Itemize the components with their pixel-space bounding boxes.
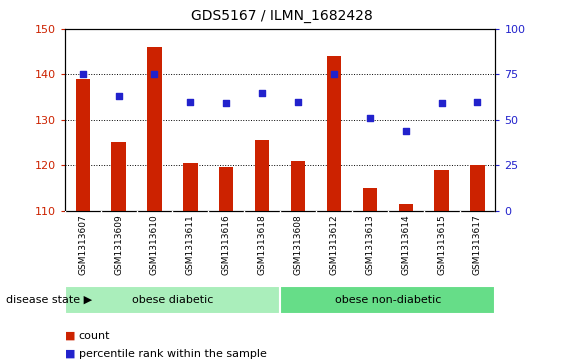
Point [365,115,374,121]
Bar [75,79,90,211]
Text: GSM1313608: GSM1313608 [293,214,302,275]
Text: obese diabetic: obese diabetic [132,295,213,305]
Bar [470,165,485,211]
Text: GSM1313612: GSM1313612 [329,214,338,275]
Bar [65,286,280,314]
Point [437,101,446,106]
Text: percentile rank within the sample: percentile rank within the sample [79,349,267,359]
Text: obese non-diabetic: obese non-diabetic [334,295,441,305]
Point [258,90,267,95]
Text: GSM1313613: GSM1313613 [365,214,374,275]
Text: GSM1313617: GSM1313617 [473,214,482,275]
Point [186,99,195,105]
Point [401,128,410,134]
Bar [280,286,495,314]
Bar [399,204,413,211]
Point [150,72,159,77]
Text: GSM1313609: GSM1313609 [114,214,123,275]
Text: GSM1313615: GSM1313615 [437,214,446,275]
Point [222,101,231,106]
Bar [183,163,198,211]
Text: GSM1313611: GSM1313611 [186,214,195,275]
Bar [255,140,269,211]
Text: GSM1313610: GSM1313610 [150,214,159,275]
Bar [327,56,341,211]
Text: GSM1313616: GSM1313616 [222,214,231,275]
Point [114,93,123,99]
Text: GDS5167 / ILMN_1682428: GDS5167 / ILMN_1682428 [191,9,372,23]
Text: ■: ■ [65,331,75,341]
Bar [435,170,449,211]
Text: count: count [79,331,110,341]
Bar [219,167,234,211]
Point [78,72,87,77]
Text: disease state ▶: disease state ▶ [6,295,92,305]
Point [473,99,482,105]
Text: GSM1313607: GSM1313607 [78,214,87,275]
Point [293,99,302,105]
Text: ■: ■ [65,349,75,359]
Text: GSM1313618: GSM1313618 [258,214,267,275]
Bar [363,188,377,211]
Bar [111,143,126,211]
Point [329,72,338,77]
Text: GSM1313614: GSM1313614 [401,214,410,275]
Bar [291,160,305,211]
Bar [148,47,162,211]
